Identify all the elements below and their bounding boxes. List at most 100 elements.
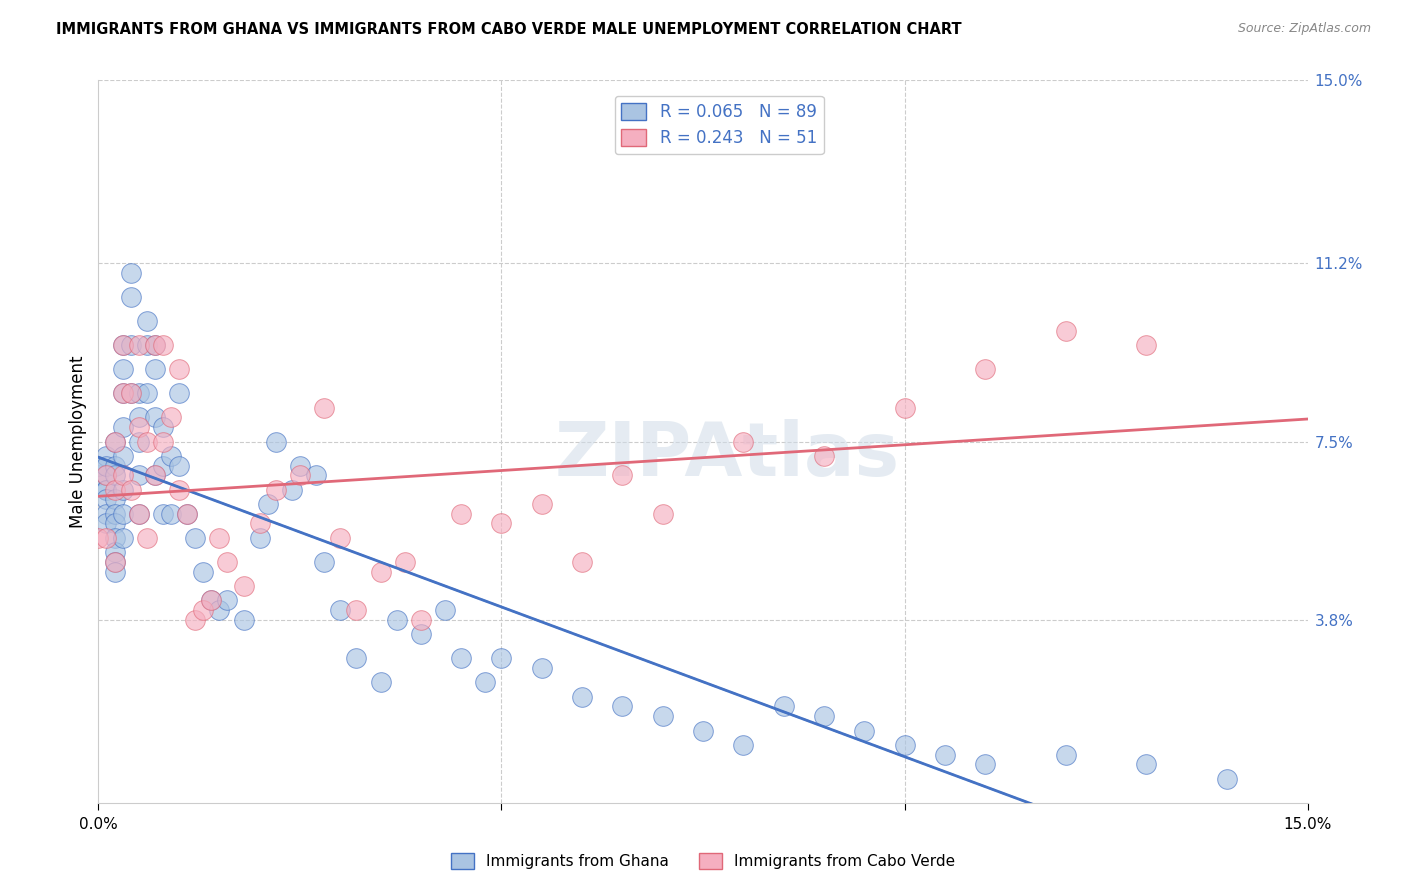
Point [96, 531, 118, 545]
Point [135, 531, 157, 545]
Point [96, 507, 118, 521]
Point [184, 531, 207, 545]
Point [160, 507, 183, 521]
Point [111, 338, 134, 352]
Point [893, 738, 915, 752]
Point [249, 516, 271, 531]
Point [571, 555, 593, 569]
Point [120, 386, 142, 401]
Point [111, 362, 134, 376]
Text: ZIPAtlas: ZIPAtlas [554, 419, 900, 492]
Point [128, 420, 150, 434]
Point [87, 468, 110, 483]
Point [893, 401, 915, 415]
Point [434, 603, 457, 617]
Point [135, 338, 157, 352]
Point [111, 531, 134, 545]
Point [692, 723, 714, 738]
Point [111, 420, 134, 434]
Point [160, 449, 183, 463]
Point [103, 555, 125, 569]
Text: Source: ZipAtlas.com: Source: ZipAtlas.com [1237, 22, 1371, 36]
Point [288, 468, 311, 483]
Point [491, 651, 513, 665]
Point [217, 593, 239, 607]
Point [813, 449, 835, 463]
Legend: R = 0.065   N = 89, R = 0.243   N = 51: R = 0.065 N = 89, R = 0.243 N = 51 [614, 95, 824, 153]
Point [167, 483, 190, 497]
Point [160, 410, 183, 425]
Point [103, 458, 125, 473]
Point [394, 555, 416, 569]
Point [167, 362, 190, 376]
Point [128, 507, 150, 521]
Point [128, 434, 150, 449]
Point [232, 579, 254, 593]
Point [103, 565, 125, 579]
Point [974, 362, 997, 376]
Point [1216, 772, 1239, 786]
Point [96, 516, 118, 531]
Point [111, 507, 134, 521]
Point [152, 338, 174, 352]
Point [103, 545, 125, 559]
Point [120, 290, 142, 304]
Point [152, 434, 174, 449]
Point [167, 386, 190, 401]
Point [96, 483, 118, 497]
Point [103, 434, 125, 449]
Legend: Immigrants from Ghana, Immigrants from Cabo Verde: Immigrants from Ghana, Immigrants from C… [444, 847, 962, 875]
Point [314, 555, 336, 569]
Point [217, 555, 239, 569]
Point [474, 675, 496, 690]
Point [111, 449, 134, 463]
Point [103, 507, 125, 521]
Point [96, 483, 118, 497]
Point [120, 386, 142, 401]
Point [135, 386, 157, 401]
Point [111, 386, 134, 401]
Point [128, 507, 150, 521]
Point [934, 747, 956, 762]
Point [96, 458, 118, 473]
Point [152, 458, 174, 473]
Point [772, 699, 794, 714]
Point [208, 531, 231, 545]
Point [152, 507, 174, 521]
Point [111, 483, 134, 497]
Point [256, 497, 278, 511]
Point [128, 338, 150, 352]
Y-axis label: Male Unemployment: Male Unemployment [69, 355, 87, 528]
Point [143, 410, 166, 425]
Point [96, 449, 118, 463]
Point [193, 603, 215, 617]
Point [264, 434, 287, 449]
Point [120, 266, 142, 280]
Point [281, 483, 304, 497]
Point [409, 627, 432, 641]
Point [128, 468, 150, 483]
Point [1135, 757, 1157, 772]
Point [530, 661, 553, 675]
Point [813, 709, 835, 723]
Point [329, 603, 352, 617]
Point [200, 593, 222, 607]
Point [152, 420, 174, 434]
Point [530, 497, 553, 511]
Point [87, 531, 110, 545]
Point [103, 434, 125, 449]
Point [167, 458, 190, 473]
Point [87, 458, 110, 473]
Point [176, 507, 198, 521]
Point [385, 613, 408, 627]
Point [143, 338, 166, 352]
Point [651, 507, 673, 521]
Point [176, 507, 198, 521]
Point [103, 555, 125, 569]
Point [1135, 338, 1157, 352]
Point [305, 468, 328, 483]
Point [143, 468, 166, 483]
Point [1054, 324, 1077, 338]
Point [208, 603, 231, 617]
Point [651, 709, 673, 723]
